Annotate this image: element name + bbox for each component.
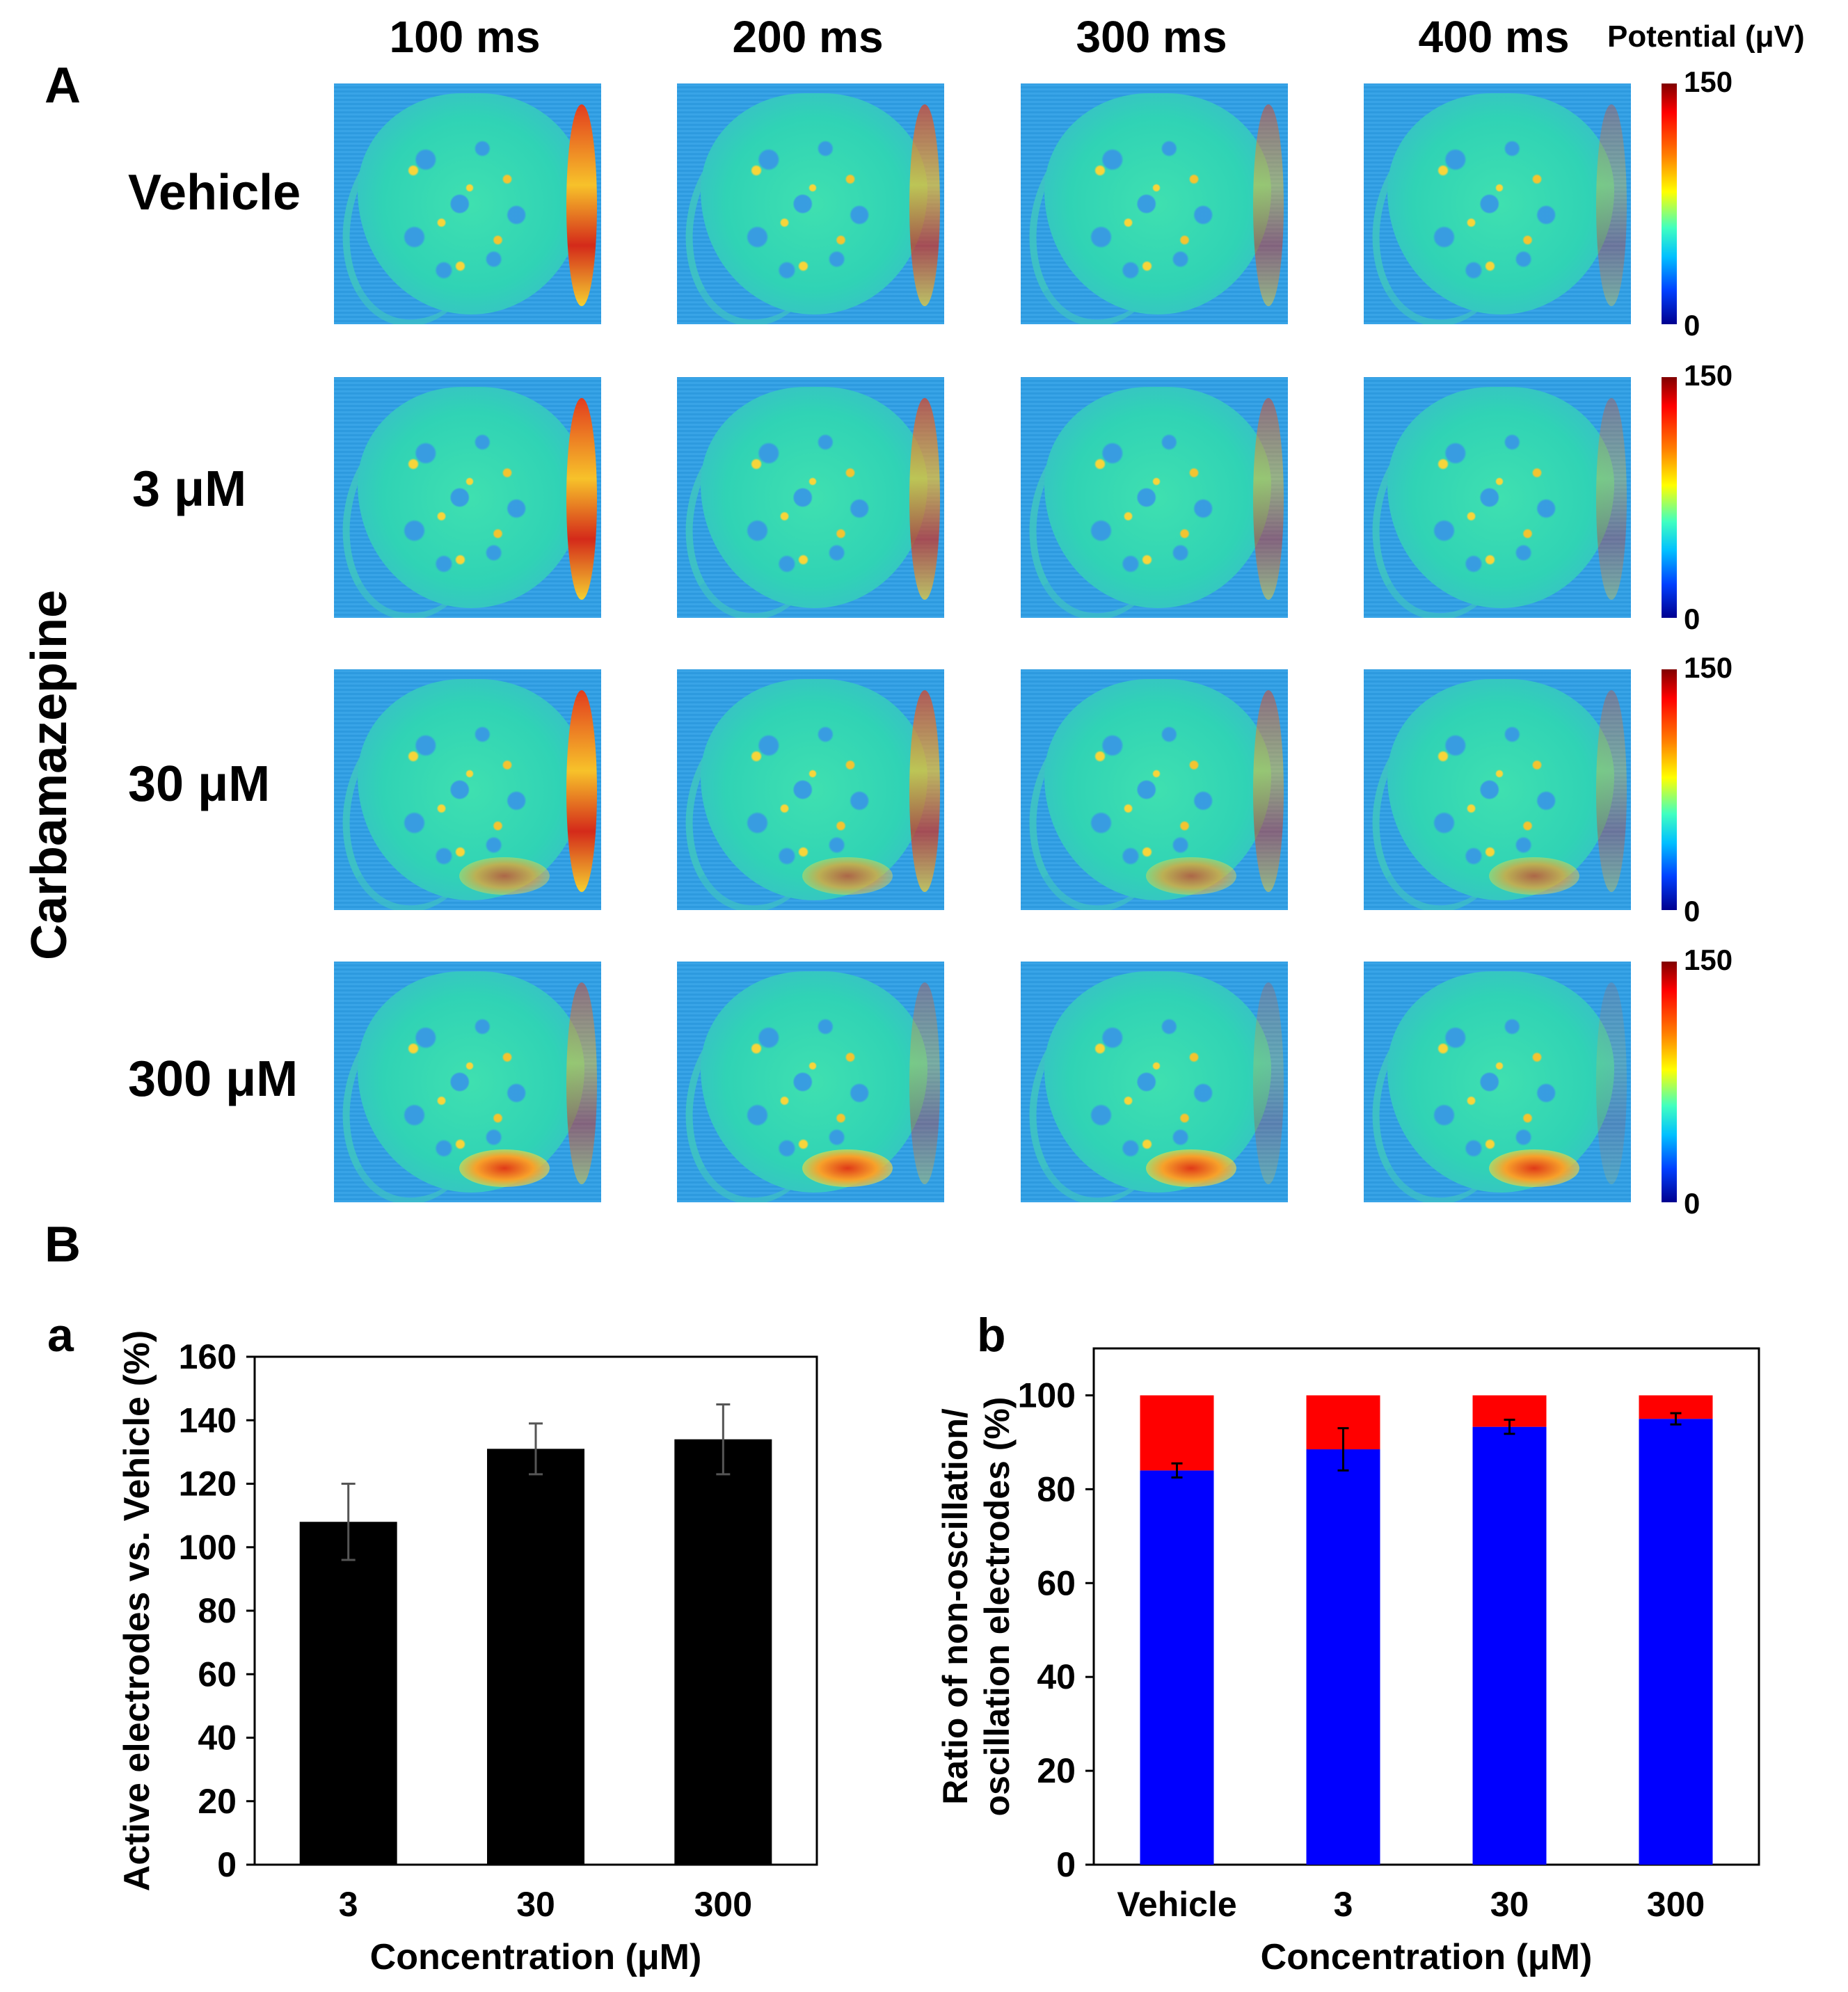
y-axis-label-line2: oscillation electrodes (%) (978, 1397, 1017, 1817)
row-label-vehicle: Vehicle (128, 165, 301, 221)
heatmap-vehicle-t1 (334, 83, 601, 324)
column-header-300ms: 300 ms (1076, 12, 1227, 62)
heatmap-300uM-t2 (677, 962, 944, 1202)
colorbar-max-label: 150 (1684, 651, 1733, 684)
heatmap-300uM-t4 (1364, 962, 1631, 1202)
heatmap-3uM-t2 (677, 377, 944, 618)
y-tick-label: 0 (217, 1845, 237, 1884)
chart-a-active-electrodes: 0 20 40 60 80 100 120 140 160 3 30 300 Concentration… (117, 1330, 818, 1977)
chart-b-letter: b (977, 1309, 1006, 1362)
heatmap-30uM-t3 (1021, 669, 1288, 910)
row-label-300uM: 300 μM (128, 1051, 298, 1107)
bar-non-oscillation-300 (1639, 1419, 1713, 1865)
row-label-30uM: 30 μM (128, 756, 271, 812)
x-axis-label: Concentration (μM) (370, 1937, 702, 1977)
y-tick-label: 0 (1056, 1845, 1076, 1884)
y-tick-label: 40 (1037, 1657, 1076, 1696)
heatmap-vehicle-t2 (677, 83, 944, 324)
y-tick-label: 100 (1018, 1376, 1076, 1415)
y-axis-label: Active electrodes vs. Vehicle (%) (117, 1330, 157, 1891)
heatmap-3uM-t4 (1364, 377, 1631, 618)
x-tick-label: 300 (694, 1885, 752, 1924)
heatmap-30uM-t2 (677, 669, 944, 910)
heatmap-30uM-t4 (1364, 669, 1631, 910)
y-tick-label: 120 (179, 1465, 237, 1504)
chart-a-letter: a (47, 1309, 74, 1362)
x-tick-label: 3 (1334, 1885, 1353, 1924)
row-label-3uM: 3 μM (132, 461, 247, 517)
bar-oscillation-Vehicle (1140, 1395, 1214, 1471)
colorbar-min-label: 0 (1684, 603, 1700, 635)
heatmap-300uM-t1 (334, 962, 601, 1202)
colorbar-min-label: 0 (1684, 309, 1700, 342)
y-tick-label: 160 (179, 1337, 237, 1376)
colorbar-min-label: 0 (1684, 895, 1700, 927)
x-tick-label: 30 (516, 1885, 555, 1924)
y-tick-label: 60 (1037, 1563, 1076, 1602)
colorbar-vehicle (1662, 83, 1677, 324)
y-tick-label: 60 (198, 1655, 237, 1694)
y-tick-label: 40 (198, 1719, 237, 1758)
bar-300 (674, 1439, 772, 1865)
heatmap-30uM-t1 (334, 669, 601, 910)
y-tick-label: 80 (1037, 1469, 1076, 1508)
colorbar-min-label: 0 (1684, 1187, 1700, 1220)
panel-a-letter: A (45, 58, 81, 113)
colorbar-3uM (1662, 377, 1677, 618)
x-tick-label: 300 (1647, 1885, 1705, 1924)
side-label-carbamazepine: Carbamazepine (22, 589, 77, 960)
y-axis-label-line1: Ratio of non-oscillation/ (936, 1408, 975, 1805)
chart-b-oscillation-ratio: 0 20 40 60 80 100 Vehicle 3 30 300 Concentration (… (936, 1347, 1760, 1977)
y-tick-label: 100 (179, 1528, 237, 1567)
panel-b-letter: B (45, 1217, 81, 1273)
colorbar-title: Potential (μV) (1607, 19, 1805, 54)
x-tick-label: Vehicle (1117, 1885, 1236, 1924)
column-header-200ms: 200 ms (732, 12, 884, 62)
colorbar-max-label: 150 (1684, 359, 1733, 392)
bar-30 (487, 1449, 584, 1865)
bar-non-oscillation-30 (1472, 1426, 1547, 1865)
colorbar-30uM (1662, 669, 1677, 910)
y-tick-label: 140 (179, 1401, 237, 1440)
heatmap-vehicle-t3 (1021, 83, 1288, 324)
y-tick-label: 20 (198, 1782, 237, 1821)
heatmap-vehicle-t4 (1364, 83, 1631, 324)
bar-non-oscillation-3 (1306, 1449, 1380, 1865)
column-header-100ms: 100 ms (389, 12, 541, 62)
bar-3 (299, 1522, 397, 1865)
colorbar-300uM (1662, 962, 1677, 1202)
heatmap-300uM-t3 (1021, 962, 1288, 1202)
heatmap-3uM-t3 (1021, 377, 1288, 618)
plot-frame (1092, 1347, 1760, 1866)
column-header-400ms: 400 ms (1418, 12, 1570, 62)
bar-non-oscillation-Vehicle (1140, 1470, 1214, 1865)
colorbar-max-label: 150 (1684, 943, 1733, 976)
x-tick-label: 30 (1490, 1885, 1529, 1924)
x-tick-label: 3 (339, 1885, 358, 1924)
x-axis-label: Concentration (μM) (1261, 1937, 1593, 1977)
colorbar-max-label: 150 (1684, 65, 1733, 98)
heatmap-3uM-t1 (334, 377, 601, 618)
y-tick-label: 20 (1037, 1751, 1076, 1790)
y-tick-label: 80 (198, 1591, 237, 1630)
